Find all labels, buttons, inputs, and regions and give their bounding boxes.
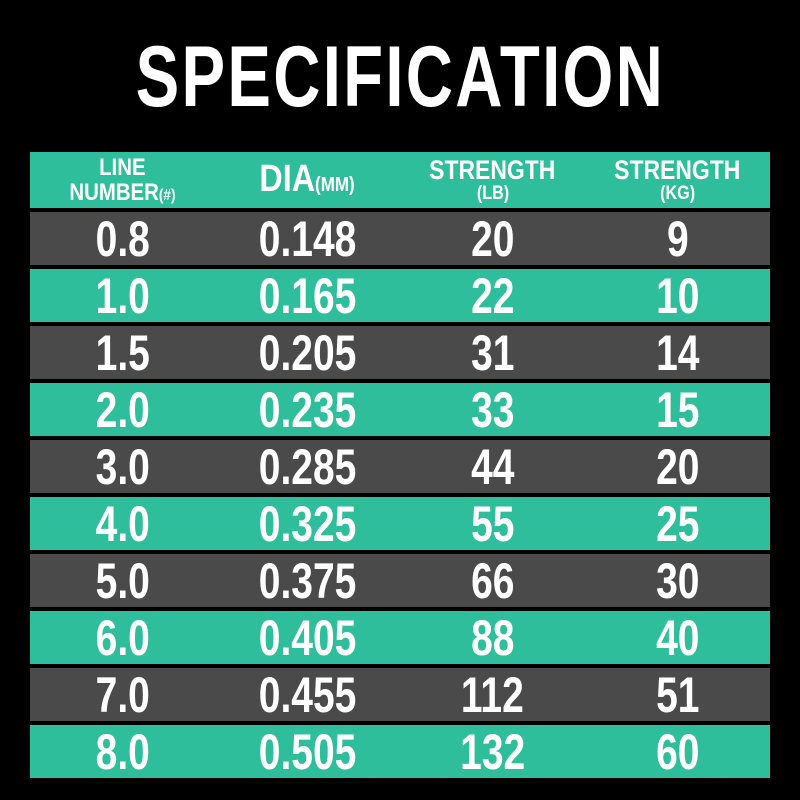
table-cell: 3.0 [95,438,150,495]
table-cell: 15 [655,381,700,438]
table-cell: 44 [470,438,515,495]
column-header-line-number-line1: LINE [99,153,146,181]
table-cell: 10 [655,267,700,324]
table-row: 5.0 0.375 66 30 [30,554,770,607]
table-cell: 30 [655,552,700,609]
column-header-line-number: LINE NUMBER (#) [30,152,215,208]
table-cell: 0.235 [258,381,357,438]
table-cell: 9 [666,210,689,267]
table-cell: 5.0 [95,552,150,609]
table-body: 0.8 0.148 20 9 1.0 0.165 22 10 1.5 0.205 31 14 2.0 0.… [30,212,770,778]
table-cell: 8.0 [95,723,150,780]
table-cell: 14 [655,324,700,381]
table-cell: 25 [655,495,700,552]
table-cell: 2.0 [95,381,150,438]
table-cell: 40 [655,609,700,666]
table-cell: 0.375 [258,552,357,609]
table-cell: 4.0 [95,495,150,552]
table-cell: 132 [459,723,526,780]
table-cell: 60 [655,723,700,780]
page-title-text: SPECIFICATION [135,29,665,125]
column-header-dia-line: DIA (MM) [259,158,356,201]
column-header-dia: DIA (MM) [215,152,400,208]
column-header-strength-lb: STRENGTH (LB) [429,154,556,205]
table-row: 1.0 0.165 22 10 [30,269,770,322]
table-row: 7.0 0.455 112 51 [30,668,770,721]
table-cell: 0.505 [258,723,357,780]
table-cell: 1.0 [95,267,150,324]
column-header-line-number-line2: NUMBER (#) [69,179,176,206]
table-row: 2.0 0.235 33 15 [30,383,770,436]
table-cell: 0.325 [258,495,357,552]
table-cell: 0.455 [258,666,357,723]
table-row: 3.0 0.285 44 20 [30,440,770,493]
table-cell: 1.5 [95,324,150,381]
table-cell: 7.0 [95,666,150,723]
table-cell: 0.205 [258,324,357,381]
table-cell: 22 [470,267,515,324]
specification-table: LINE NUMBER (#) DIA (MM) STRENGTH (LB) S… [30,152,770,778]
table-row: 4.0 0.325 55 25 [30,497,770,550]
table-header: LINE NUMBER (#) DIA (MM) STRENGTH (LB) S… [30,152,770,208]
table-cell: 20 [470,210,515,267]
table-cell: 33 [470,381,515,438]
table-cell: 51 [655,666,700,723]
table-cell: 0.285 [258,438,357,495]
table-cell: 0.8 [95,210,150,267]
table-row: 1.5 0.205 31 14 [30,326,770,379]
table-row: 8.0 0.505 132 60 [30,725,770,778]
table-cell: 20 [655,438,700,495]
table-cell: 0.405 [258,609,357,666]
table-cell: 0.165 [258,267,357,324]
table-row: 6.0 0.405 88 40 [30,611,770,664]
table-cell: 66 [470,552,515,609]
table-cell: 88 [470,609,515,666]
page-title: SPECIFICATION [0,34,800,120]
table-cell: 31 [470,324,515,381]
table-cell: 6.0 [95,609,150,666]
table-cell: 0.148 [258,210,357,267]
column-header-strength-kg: STRENGTH (KG) [614,154,741,205]
table-cell: 55 [470,495,515,552]
table-cell: 112 [461,666,524,723]
table-row: 0.8 0.148 20 9 [30,212,770,265]
